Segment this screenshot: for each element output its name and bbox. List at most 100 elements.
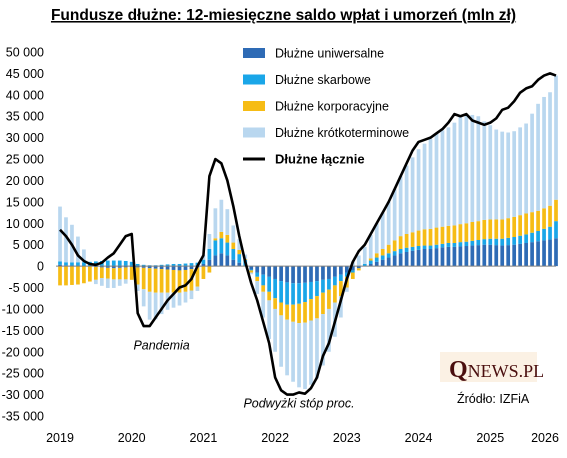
bar-3-41 bbox=[303, 322, 307, 390]
bar-3-14 bbox=[141, 289, 146, 307]
bar-3-35 bbox=[267, 300, 272, 339]
bar-1-10 bbox=[117, 260, 122, 267]
bar-1-76 bbox=[512, 237, 517, 245]
x-tick-label: 2019 bbox=[46, 431, 74, 445]
y-tick-label: 25 000 bbox=[6, 153, 44, 167]
bar-2-68 bbox=[464, 223, 469, 242]
bar-3-3 bbox=[76, 236, 80, 263]
bar-1-59 bbox=[410, 246, 415, 251]
bar-2-79 bbox=[530, 212, 534, 233]
bar-3-20 bbox=[177, 292, 182, 306]
bar-2-66 bbox=[452, 225, 457, 243]
bar-3-61 bbox=[422, 143, 427, 230]
bar-0-30 bbox=[237, 262, 242, 267]
bar-3-6 bbox=[94, 279, 98, 285]
bar-2-72 bbox=[488, 219, 493, 239]
bar-0-27 bbox=[219, 253, 224, 267]
bar-2-52 bbox=[368, 258, 373, 261]
bar-1-0 bbox=[58, 261, 62, 265]
x-tick-label: 2024 bbox=[405, 431, 433, 445]
bar-1-20 bbox=[177, 263, 182, 267]
bar-1-28 bbox=[225, 242, 230, 256]
bar-1-82 bbox=[548, 226, 552, 240]
bar-2-73 bbox=[494, 219, 499, 239]
bar-1-33 bbox=[255, 272, 260, 277]
series-line-total bbox=[59, 72, 557, 396]
bar-3-42 bbox=[309, 320, 313, 385]
bar-0-11 bbox=[123, 266, 128, 268]
bar-2-62 bbox=[428, 228, 433, 246]
bar-0-79 bbox=[530, 242, 534, 267]
bar-3-15 bbox=[147, 291, 152, 320]
bar-1-34 bbox=[261, 274, 266, 286]
y-tick-label: -25 000 bbox=[2, 367, 44, 381]
bar-0-16 bbox=[153, 266, 158, 269]
bar-3-67 bbox=[458, 117, 463, 225]
bar-2-7 bbox=[99, 267, 104, 279]
bar-2-41 bbox=[303, 302, 307, 323]
bar-3-44 bbox=[321, 314, 325, 366]
y-tick-label: 10 000 bbox=[6, 217, 44, 231]
bar-2-5 bbox=[88, 266, 92, 282]
bar-3-17 bbox=[159, 292, 164, 315]
bar-3-11 bbox=[123, 279, 128, 284]
bar-0-8 bbox=[105, 266, 110, 268]
bar-1-21 bbox=[183, 263, 188, 267]
bar-3-63 bbox=[434, 133, 439, 228]
bar-3-32 bbox=[249, 272, 254, 275]
bar-0-32 bbox=[249, 266, 254, 270]
bar-3-48 bbox=[344, 287, 349, 292]
bar-3-51 bbox=[362, 246, 367, 264]
bar-1-32 bbox=[249, 269, 254, 271]
bar-1-19 bbox=[171, 263, 176, 267]
bar-0-70 bbox=[476, 245, 481, 267]
bar-0-35 bbox=[267, 266, 272, 277]
bar-1-54 bbox=[380, 255, 385, 260]
bar-3-4 bbox=[82, 249, 86, 263]
bar-3-0 bbox=[58, 206, 62, 262]
bar-2-18 bbox=[165, 269, 170, 293]
bar-0-38 bbox=[285, 266, 289, 283]
bar-2-21 bbox=[183, 269, 188, 292]
bar-3-69 bbox=[470, 114, 475, 223]
bar-3-75 bbox=[506, 132, 511, 219]
bar-0-43 bbox=[315, 266, 319, 282]
bar-2-33 bbox=[255, 276, 260, 282]
bar-3-25 bbox=[207, 234, 212, 249]
bar-3-73 bbox=[494, 129, 499, 220]
bar-3-30 bbox=[237, 239, 242, 250]
bar-3-76 bbox=[512, 131, 517, 217]
bar-0-33 bbox=[255, 266, 260, 273]
qnews-logo: QNEWS.PL bbox=[449, 357, 544, 384]
bar-1-49 bbox=[350, 270, 355, 273]
bar-2-17 bbox=[159, 269, 164, 293]
bar-1-40 bbox=[297, 283, 301, 304]
bar-0-66 bbox=[452, 246, 457, 267]
bar-1-72 bbox=[488, 238, 493, 245]
bar-0-40 bbox=[297, 266, 301, 284]
x-tick-label: 2022 bbox=[261, 431, 289, 445]
bar-2-56 bbox=[392, 240, 397, 252]
bar-1-74 bbox=[500, 238, 505, 246]
bar-0-65 bbox=[446, 246, 451, 267]
bar-2-81 bbox=[542, 208, 546, 229]
bar-1-68 bbox=[464, 241, 469, 246]
bar-1-47 bbox=[339, 274, 343, 282]
bar-1-44 bbox=[321, 279, 325, 293]
bar-1-2 bbox=[70, 262, 74, 266]
bar-0-9 bbox=[111, 266, 116, 269]
bar-1-38 bbox=[285, 282, 289, 305]
bar-0-26 bbox=[213, 255, 218, 267]
bar-0-42 bbox=[309, 266, 313, 282]
bar-3-23 bbox=[195, 286, 200, 291]
bar-2-59 bbox=[410, 232, 415, 247]
bar-1-13 bbox=[135, 263, 140, 267]
bar-2-63 bbox=[434, 227, 439, 245]
logo-rest: NEWS.PL bbox=[467, 361, 545, 381]
bar-1-18 bbox=[165, 264, 170, 267]
bar-2-80 bbox=[536, 210, 540, 232]
bar-3-36 bbox=[273, 308, 277, 352]
y-tick-label: 45 000 bbox=[6, 67, 44, 81]
bar-1-56 bbox=[392, 251, 397, 256]
bar-3-68 bbox=[464, 114, 469, 224]
